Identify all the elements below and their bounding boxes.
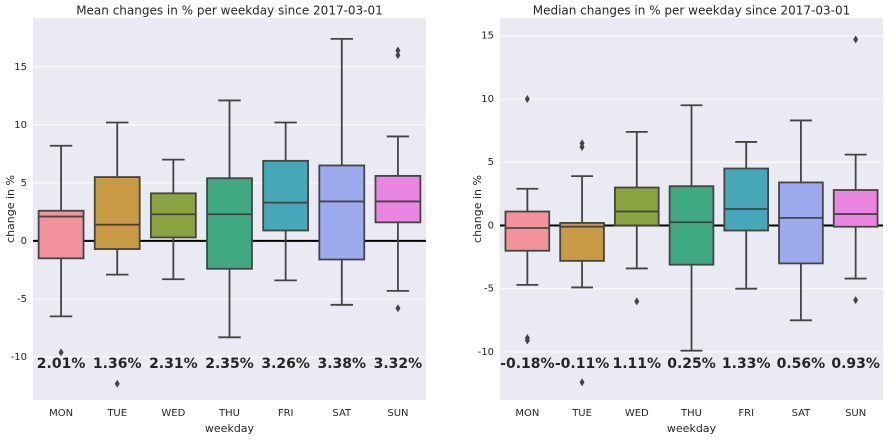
x-tick-label: MON: [49, 408, 73, 419]
outlier: [579, 378, 585, 387]
y-tick-label: -10: [11, 352, 27, 363]
value-label: 0.56%: [777, 356, 826, 372]
value-label: 3.38%: [317, 356, 366, 372]
outlier: [853, 296, 859, 305]
y-tick-label: 5: [488, 157, 494, 168]
x-tick-label: SAT: [792, 408, 812, 419]
y-axis-label: change in %: [4, 175, 17, 243]
x-tick-label: SUN: [845, 408, 866, 419]
value-label: 1.36%: [93, 356, 142, 372]
y-tick-label: -10: [478, 347, 494, 358]
box: [723, 167, 769, 232]
x-tick-label: WED: [161, 408, 185, 419]
outlier: [58, 348, 64, 357]
value-label: 3.32%: [374, 356, 423, 372]
box: [778, 181, 824, 265]
value-label: -0.18%: [500, 356, 554, 372]
box: [93, 176, 141, 250]
box: [262, 159, 309, 232]
value-label: 3.26%: [261, 356, 310, 372]
x-tick-label: WED: [625, 408, 649, 419]
y-tick-label: 10: [14, 120, 27, 131]
x-tick-label: SAT: [332, 408, 352, 419]
outlier: [853, 35, 859, 44]
y-tick-label: 5: [21, 178, 27, 189]
box: [559, 222, 605, 262]
box: [374, 175, 422, 224]
x-axis-label: weekday: [205, 422, 255, 435]
x-tick-label: FRI: [738, 408, 754, 419]
y-tick-label: 15: [481, 31, 494, 42]
value-label: 0.93%: [831, 356, 880, 372]
box: [37, 209, 85, 260]
box: [206, 177, 253, 270]
x-tick-label: TUE: [571, 408, 592, 419]
outlier: [114, 379, 120, 388]
outlier: [395, 304, 401, 313]
value-label: 2.01%: [37, 356, 86, 372]
box: [149, 192, 197, 239]
value-label: 2.31%: [149, 356, 198, 372]
box: [832, 189, 879, 228]
y-tick-label: -5: [484, 284, 494, 295]
value-label: 0.25%: [667, 356, 716, 372]
chart-title: Mean changes in % per weekday since 2017…: [76, 4, 383, 18]
x-tick-label: SUN: [387, 408, 408, 419]
value-label: -0.11%: [555, 356, 609, 372]
outlier: [634, 297, 640, 306]
value-label: 1.33%: [722, 356, 771, 372]
outlier: [579, 143, 585, 152]
x-tick-label: TUE: [106, 408, 127, 419]
outlier: [395, 46, 401, 55]
y-tick-label: 0: [488, 220, 494, 231]
y-tick-label: 10: [481, 94, 494, 105]
value-label: 1.11%: [612, 356, 661, 372]
box: [504, 210, 551, 252]
y-tick-label: -5: [17, 294, 27, 305]
y-axis-label: change in %: [471, 175, 484, 243]
box: [668, 185, 715, 266]
outlier: [524, 94, 530, 103]
box: [318, 164, 366, 261]
y-tick-label: 0: [21, 236, 27, 247]
x-tick-label: FRI: [278, 408, 294, 419]
chart-title: Median changes in % per weekday since 20…: [533, 4, 851, 18]
outlier: [524, 336, 530, 345]
y-tick-label: 15: [14, 62, 27, 73]
x-axis-label: weekday: [667, 422, 717, 435]
x-tick-label: THU: [680, 408, 702, 419]
outlier: [395, 51, 401, 60]
box: [614, 186, 660, 227]
x-tick-label: THU: [218, 408, 240, 419]
value-label: 2.35%: [205, 356, 254, 372]
x-tick-label: MON: [515, 408, 539, 419]
